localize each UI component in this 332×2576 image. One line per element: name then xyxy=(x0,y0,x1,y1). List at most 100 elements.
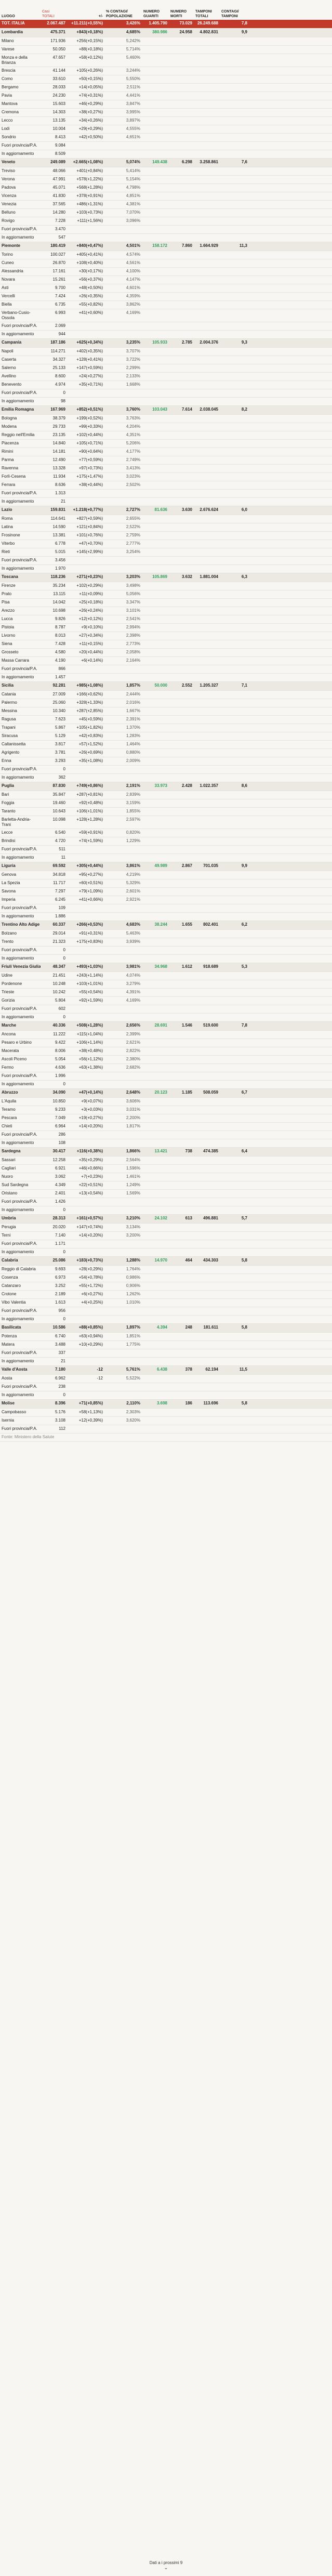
region-name: Valle d'Aosta xyxy=(0,1365,41,1375)
row-pad xyxy=(285,782,332,791)
row-pad xyxy=(285,83,332,92)
row-pad xyxy=(142,251,169,259)
row-pad xyxy=(194,1039,220,1047)
row-pad xyxy=(285,497,332,506)
pagination-footer[interactable]: Dati a i prossimi 9 ⌄ xyxy=(0,2560,332,2576)
region-deaths: 2.428 xyxy=(169,782,194,791)
province-row: Ferrara 8.636 +38(+0,44%) 2,502% xyxy=(0,481,332,490)
province-name: In aggiornamento xyxy=(0,912,41,921)
province-row: In aggiornamento 0 xyxy=(0,954,332,963)
row-pad xyxy=(220,1156,249,1165)
col-tests[interactable]: TAMPONI TOTALI xyxy=(194,0,220,20)
col-deaths[interactable]: NUMERO MORTI xyxy=(169,0,194,20)
row-pad xyxy=(169,116,194,125)
row-pad xyxy=(285,896,332,904)
row-pad xyxy=(285,1030,332,1039)
region-row[interactable]: Liguria 69.592 +305(+0,44%) 3,861% 49.989 2.8… xyxy=(0,862,332,871)
row-pad xyxy=(142,623,169,632)
col-luogo[interactable]: LUOGO xyxy=(0,0,41,20)
province-delta: +175(+1,47%) xyxy=(67,472,104,481)
col-recovered[interactable]: NUMERO GUARITI xyxy=(142,0,169,20)
region-delta: -12 xyxy=(67,1365,104,1375)
row-pad xyxy=(249,183,273,192)
row-pad xyxy=(194,515,220,523)
region-tests: 181.611 xyxy=(194,1323,220,1333)
italy-total-row[interactable]: TOT. ITALIA 2.067.487 +11.211(+0,55%) 3,426… xyxy=(0,20,332,29)
row-pad xyxy=(273,1139,285,1148)
province-row: Caltanissetta 3.817 +57(+1,52%) 1,464% xyxy=(0,740,332,749)
region-row[interactable]: Calabria 25.086 +183(+0,73%) 1,288% 14.970 46… xyxy=(0,1256,332,1266)
region-name: Puglia xyxy=(0,782,41,791)
region-row[interactable]: Emilia Romagna 167.969 +852(+0,51%) 3,760% 1… xyxy=(0,405,332,415)
province-name: Viterbo xyxy=(0,540,41,548)
row-pad xyxy=(142,564,169,573)
region-row[interactable]: Veneto 249.089 +2.665(+1,08%) 5,074% 149.438… xyxy=(0,158,332,167)
province-name: Belluno xyxy=(0,208,41,217)
region-row[interactable]: Sicilia 92.281 +985(+1,08%) 1,857% 50.000 2.5… xyxy=(0,681,332,691)
province-name: Udine xyxy=(0,971,41,980)
region-row[interactable]: Umbria 28.313 +161(+0,57%) 3,210% 24.102 613 4… xyxy=(0,1214,332,1224)
row-ratio: 7,8 xyxy=(220,20,249,29)
row-pad xyxy=(194,267,220,276)
region-row[interactable]: Campania 187.186 +625(+0,34%) 3,235% 105.933… xyxy=(0,338,332,348)
province-name: Ragusa xyxy=(0,715,41,724)
region-row[interactable]: Molise 8.396 +71(+0,85%) 2,110% 3.698 186 113.… xyxy=(0,1399,332,1409)
row-pad xyxy=(249,1131,273,1139)
col-positive[interactable]: CONTAGI/ TAMPONI xyxy=(220,0,249,20)
region-row[interactable]: Trentino Alto Adige 60.337 +266(+0,53%) 4,6… xyxy=(0,921,332,930)
region-row[interactable]: Friuli Venezia Giulia 48.347 +493(+1,03%) 3… xyxy=(0,963,332,972)
province-delta: +105(+0,26%) xyxy=(67,67,104,75)
region-row[interactable]: Toscana 118.236 +271(+0,23%) 3,203% 105.869 3… xyxy=(0,573,332,582)
chevron-down-icon[interactable]: ⌄ xyxy=(164,2565,168,2571)
region-row[interactable]: Puglia 87.830 +749(+0,86%) 2,191% 33.973 2.42… xyxy=(0,782,332,791)
province-delta: +35(+0,71%) xyxy=(67,380,104,389)
region-row[interactable]: Sardegna 30.417 +116(+0,38%) 1,866% 13.421 73… xyxy=(0,1147,332,1156)
row-pad xyxy=(285,75,332,84)
col-new[interactable]: +/- xyxy=(67,0,104,20)
province-pct xyxy=(104,946,142,955)
region-ratio: 5,8 xyxy=(220,1323,249,1333)
footer-label[interactable]: Dati a i prossimi 9 xyxy=(149,2560,183,2565)
row-pad xyxy=(169,640,194,649)
province-delta: +56(+0,37%) xyxy=(67,275,104,284)
province-cases: 109 xyxy=(41,904,67,913)
col-pct[interactable]: % CONTAGI/ POPOLAZIONE xyxy=(104,0,142,20)
province-cases: 286 xyxy=(41,1131,67,1139)
province-delta xyxy=(67,946,104,955)
region-row[interactable]: Valle d'Aosta 7.180 -12 5,761% 6.438 378 62.19… xyxy=(0,1365,332,1375)
row-pad xyxy=(273,167,285,176)
row-pad xyxy=(169,1039,194,1047)
row-pad xyxy=(285,523,332,532)
province-pct: 5,522% xyxy=(104,1374,142,1383)
col-cases[interactable]: Casi TOTALI xyxy=(41,0,67,20)
province-delta: +74(+1,59%) xyxy=(67,837,104,846)
row-pad xyxy=(249,292,273,301)
region-pct: 3,210% xyxy=(104,1214,142,1224)
region-deaths: 2.867 xyxy=(169,862,194,871)
region-row[interactable]: Lazio 159.831 +1.218(+0,77%) 2,727% 81.636 3.… xyxy=(0,506,332,515)
province-cases: 6.973 xyxy=(41,1273,67,1282)
province-pct xyxy=(104,1131,142,1139)
row-pad xyxy=(273,1290,285,1299)
province-pct: 2,601% xyxy=(104,887,142,896)
province-pct: 0,906% xyxy=(104,1282,142,1291)
row-pad xyxy=(169,100,194,109)
row-pad xyxy=(142,1114,169,1123)
province-pct: 5,329% xyxy=(104,879,142,888)
row-pad xyxy=(249,1307,273,1316)
region-ratio: 7,1 xyxy=(220,681,249,691)
province-row: Verona 47.991 +578(+1,22%) 5,154% xyxy=(0,175,332,184)
province-cases: 29.733 xyxy=(41,423,67,431)
province-cases: 511 xyxy=(41,845,67,854)
region-row[interactable]: Piemonte 180.419 +840(+0,47%) 4,501% 158.172… xyxy=(0,242,332,251)
region-row[interactable]: Marche 40.336 +508(+1,28%) 2,656% 28.691 1.54… xyxy=(0,1021,332,1031)
row-pad xyxy=(249,45,273,54)
region-row[interactable]: Lombardia 475.371 +843(+0,18%) 4,685% 380.98… xyxy=(0,28,332,37)
region-row[interactable]: Abruzzo 34.090 +47(+0,14%) 2,648% 20.123 1.18… xyxy=(0,1088,332,1098)
province-cases: 14.280 xyxy=(41,208,67,217)
row-pad xyxy=(220,1055,249,1064)
row-pad xyxy=(273,284,285,293)
province-row: Fuori provincia/P.A. 3.456 xyxy=(0,556,332,565)
row-pad xyxy=(249,1231,273,1240)
region-row[interactable]: Basilicata 10.586 +88(+0,85%) 1,897% 4.394 24… xyxy=(0,1323,332,1333)
